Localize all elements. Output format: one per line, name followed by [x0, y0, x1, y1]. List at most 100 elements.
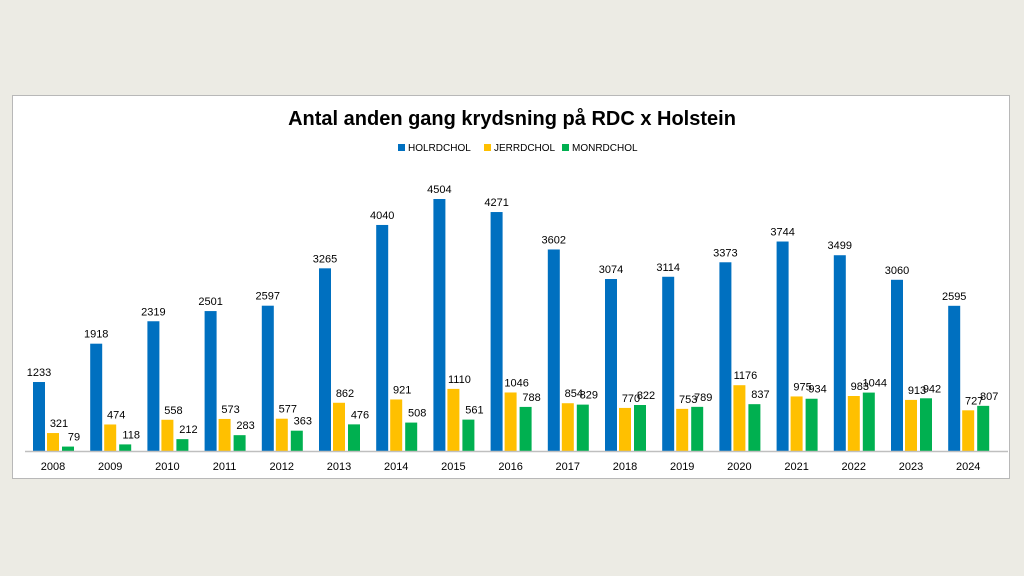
data-label: 363 [294, 416, 312, 428]
bar-jerrdchol-2010 [161, 419, 174, 451]
x-tick-label: 2023 [899, 461, 923, 473]
legend-swatch-holrdchol [398, 144, 405, 151]
data-label: 508 [408, 408, 426, 420]
data-label: 753 [679, 394, 697, 406]
data-label: 829 [580, 390, 598, 402]
data-label: 1044 [863, 378, 887, 390]
bar-monrdchol-2009 [119, 444, 132, 451]
bar-monrdchol-2016 [519, 406, 532, 451]
bar-monrdchol-2015 [462, 419, 475, 451]
data-label: 4504 [427, 184, 451, 196]
data-label: 476 [351, 409, 369, 421]
data-label: 573 [221, 404, 239, 416]
bar-holrdchol-2016 [490, 212, 503, 451]
bar-monrdchol-2021 [805, 398, 818, 451]
bar-monrdchol-2013 [348, 424, 360, 451]
bar-monrdchol-2022 [862, 392, 875, 451]
x-tick-label: 2008 [41, 461, 65, 473]
data-label: 2595 [942, 291, 966, 303]
legend: HOLRDCHOL JERRDCHOL MONRDCHOL [398, 143, 638, 154]
bar-jerrdchol-2017 [561, 403, 574, 451]
x-tick-label: 2024 [956, 461, 980, 473]
bar-monrdchol-2010 [176, 439, 189, 451]
data-label: 321 [50, 418, 68, 430]
x-tick-label: 2009 [98, 461, 122, 473]
data-label: 788 [522, 392, 540, 404]
bar-jerrdchol-2016 [504, 392, 517, 451]
x-tick-label: 2015 [441, 461, 465, 473]
bar-holrdchol-2008 [33, 382, 45, 451]
data-label: 1046 [504, 377, 528, 389]
data-label: 3602 [542, 234, 566, 246]
bar-jerrdchol-2014 [390, 399, 403, 451]
bar-holrdchol-2011 [204, 311, 217, 451]
x-tick-label: 2011 [213, 461, 237, 473]
bar-holrdchol-2010 [147, 321, 160, 451]
data-label: 770 [622, 393, 640, 405]
bar-holrdchol-2018 [605, 279, 617, 451]
data-label: 822 [637, 390, 655, 402]
bar-monrdchol-2018 [634, 405, 646, 451]
data-label: 3744 [770, 227, 794, 239]
data-label: 975 [793, 381, 811, 393]
bar-monrdchol-2008 [62, 446, 74, 451]
legend-label-jerrdchol: JERRDCHOL [494, 143, 556, 154]
x-tick-label: 2017 [556, 461, 580, 473]
data-label: 2597 [256, 291, 280, 303]
bar-jerrdchol-2022 [847, 396, 860, 451]
data-label: 2501 [198, 296, 222, 308]
bar-holrdchol-2009 [90, 343, 103, 451]
data-label: 3074 [599, 264, 623, 276]
bar-monrdchol-2012 [290, 430, 303, 451]
data-label: 983 [851, 381, 869, 393]
data-label: 561 [465, 405, 483, 417]
bar-monrdchol-2019 [691, 406, 704, 451]
data-label: 934 [808, 384, 826, 396]
bar-jerrdchol-2024 [962, 410, 975, 451]
x-tick-label: 2014 [384, 461, 408, 473]
bar-holrdchol-2017 [547, 249, 560, 451]
data-label: 862 [336, 388, 354, 400]
bar-monrdchol-2014 [405, 422, 418, 451]
bar-monrdchol-2024 [977, 405, 990, 451]
x-tick-label: 2022 [842, 461, 866, 473]
bar-jerrdchol-2013 [333, 402, 345, 451]
bar-holrdchol-2024 [948, 305, 961, 451]
bar-jerrdchol-2020 [733, 385, 746, 451]
bar-jerrdchol-2009 [104, 424, 117, 451]
data-label: 1233 [27, 367, 51, 379]
x-tick-label: 2012 [270, 461, 294, 473]
bar-holrdchol-2015 [433, 199, 446, 451]
data-label: 789 [694, 392, 712, 404]
bar-holrdchol-2023 [891, 279, 903, 451]
chart-title: Antal anden gang krydsning på RDC x Hols… [288, 107, 736, 130]
data-label: 283 [236, 420, 254, 432]
bar-monrdchol-2011 [233, 435, 246, 451]
bar-jerrdchol-2008 [47, 433, 59, 451]
data-label: 212 [179, 424, 197, 436]
bar-monrdchol-2017 [576, 404, 589, 451]
data-label: 4040 [370, 210, 394, 222]
x-tick-label: 2016 [498, 461, 522, 473]
legend-swatch-monrdchol [562, 144, 569, 151]
x-tick-label: 2021 [784, 461, 808, 473]
bar-jerrdchol-2021 [790, 396, 803, 451]
data-label: 558 [164, 405, 182, 417]
data-label: 921 [393, 384, 411, 396]
bar-jerrdchol-2012 [275, 418, 288, 451]
bar-jerrdchol-2019 [676, 408, 689, 451]
bar-monrdchol-2020 [748, 404, 761, 451]
data-label: 942 [923, 383, 941, 395]
data-label: 837 [751, 389, 769, 401]
x-tick-label: 2010 [155, 461, 179, 473]
data-label: 727 [965, 395, 983, 407]
legend-swatch-jerrdchol [484, 144, 491, 151]
data-label: 474 [107, 409, 125, 421]
data-label: 807 [980, 391, 998, 403]
bar-jerrdchol-2011 [218, 418, 231, 451]
data-label: 3373 [713, 247, 737, 259]
x-tick-label: 2019 [670, 461, 694, 473]
data-label: 118 [122, 429, 140, 441]
data-label: 913 [908, 385, 926, 397]
data-label: 3114 [656, 262, 680, 274]
